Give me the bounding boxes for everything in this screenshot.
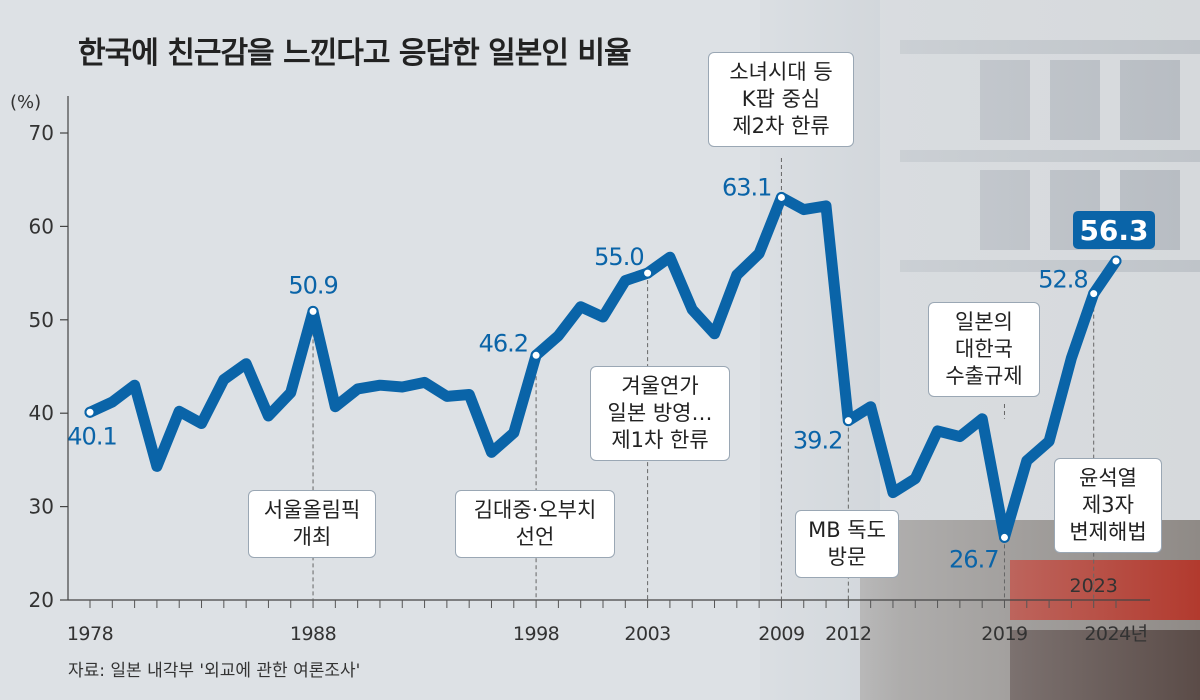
data-point-marker [775,191,787,203]
data-point-marker [998,531,1010,543]
annotation-mb-dokdo: MB 독도 방문 [795,510,899,578]
chart-title: 한국에 친근감을 느낀다고 응답한 일본인 비율 [78,36,632,71]
annotation-yoon-compensation: 윤석열 제3자 변제해법 [1054,458,1162,553]
annotation-girls-generation: 소녀시대 등 K팝 중심 제2차 한류 [708,52,854,147]
y-tick-label: 70 [29,121,54,145]
highlight-label-box [1073,210,1155,249]
data-label: 50.9 [288,271,337,299]
data-point-marker [1088,288,1100,300]
y-tick-label: 20 [29,588,54,612]
y-tick-label: 50 [29,308,54,332]
annotation-winter-sonata: 겨울연가 일본 방영… 제1차 한류 [590,366,730,461]
data-point-marker [1110,255,1122,267]
x-tick-label: 2012 [825,623,871,645]
data-label: 63.1 [722,173,771,201]
x-tick-label: 1998 [513,623,559,645]
annotation-kim-obuchi: 김대중·오부치 선언 [455,490,615,558]
y-tick-label: 40 [29,401,54,425]
x-tick-label: 2009 [758,623,804,645]
data-point-marker [530,349,542,361]
data-label: 52.8 [1038,266,1087,294]
source-note: 자료: 일본 내각부 '외교에 관한 여론조사' [68,661,361,681]
y-tick-label: 30 [29,495,54,519]
annotation-seoul-olympics: 서울올림픽 개최 [248,490,376,558]
series-line [84,191,1122,543]
x-tick-label: 2019 [981,623,1027,645]
data-labels: 40.1 50.9 46.2 55.0 63.1 39.2 26.7 52.8 56.3 [67,173,1155,573]
data-point-marker [84,406,96,418]
x-tick-label: 1978 [67,623,113,645]
data-series [84,191,1122,543]
data-label: 39.2 [793,427,842,455]
annotation-year-label: 2023 [1070,575,1118,597]
annotation-export-restriction: 일본의 대한국 수출규제 [928,302,1040,397]
data-label: 55.0 [594,243,643,271]
data-label: 40.1 [67,422,116,450]
data-label-latest: 56.3 [1079,214,1148,247]
y-axis-unit: (%) [10,92,41,113]
data-label: 26.7 [949,545,998,573]
x-tick-label: 2024년 [1084,623,1147,645]
y-tick-label: 60 [29,214,54,238]
chart-axes: (%) 20 30 40 50 60 70 1978 1988 1998 2003 2009 2012 2… [10,92,1150,645]
x-tick-label: 1988 [290,623,336,645]
x-tick-label: 2003 [624,623,670,645]
data-label: 46.2 [479,329,528,357]
data-point-marker [307,305,319,317]
data-point-marker [842,415,854,427]
data-point-marker [642,267,654,279]
